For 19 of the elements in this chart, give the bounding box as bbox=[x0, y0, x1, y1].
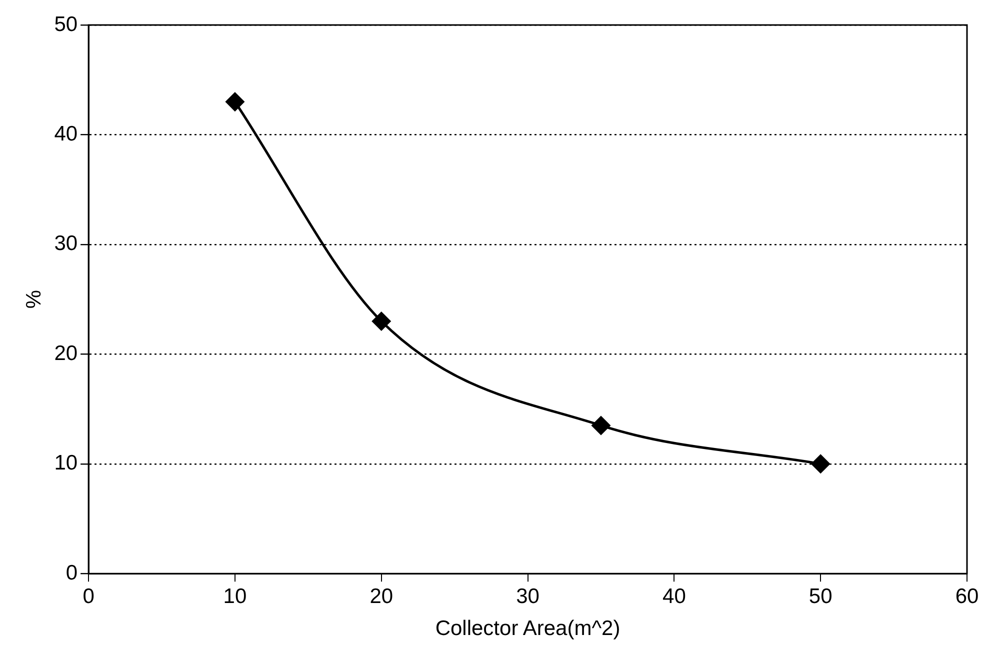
point bbox=[811, 454, 830, 474]
x-tick-label: 30 bbox=[516, 584, 540, 608]
point bbox=[592, 416, 610, 435]
y-tick-label: 10 bbox=[54, 452, 78, 475]
x-tick-label: 40 bbox=[662, 584, 686, 608]
y-tick-label: 40 bbox=[54, 122, 78, 146]
y-axis-title: % bbox=[22, 290, 46, 309]
y-tick-label: 50 bbox=[54, 12, 78, 36]
x-tick-label: 50 bbox=[808, 584, 832, 608]
point bbox=[372, 312, 391, 330]
y-tick-label: 20 bbox=[54, 342, 78, 365]
y-tick-label: 30 bbox=[54, 232, 78, 256]
x-axis-title: Collector Area(m^2) bbox=[435, 617, 620, 640]
x-tick-label: 60 bbox=[955, 584, 979, 608]
x-tick-label: 10 bbox=[223, 584, 247, 608]
x-tick-label: 0 bbox=[82, 584, 94, 608]
point bbox=[226, 92, 244, 112]
y-tick-label: 0 bbox=[66, 561, 78, 584]
x-tick-label: 20 bbox=[370, 584, 394, 608]
